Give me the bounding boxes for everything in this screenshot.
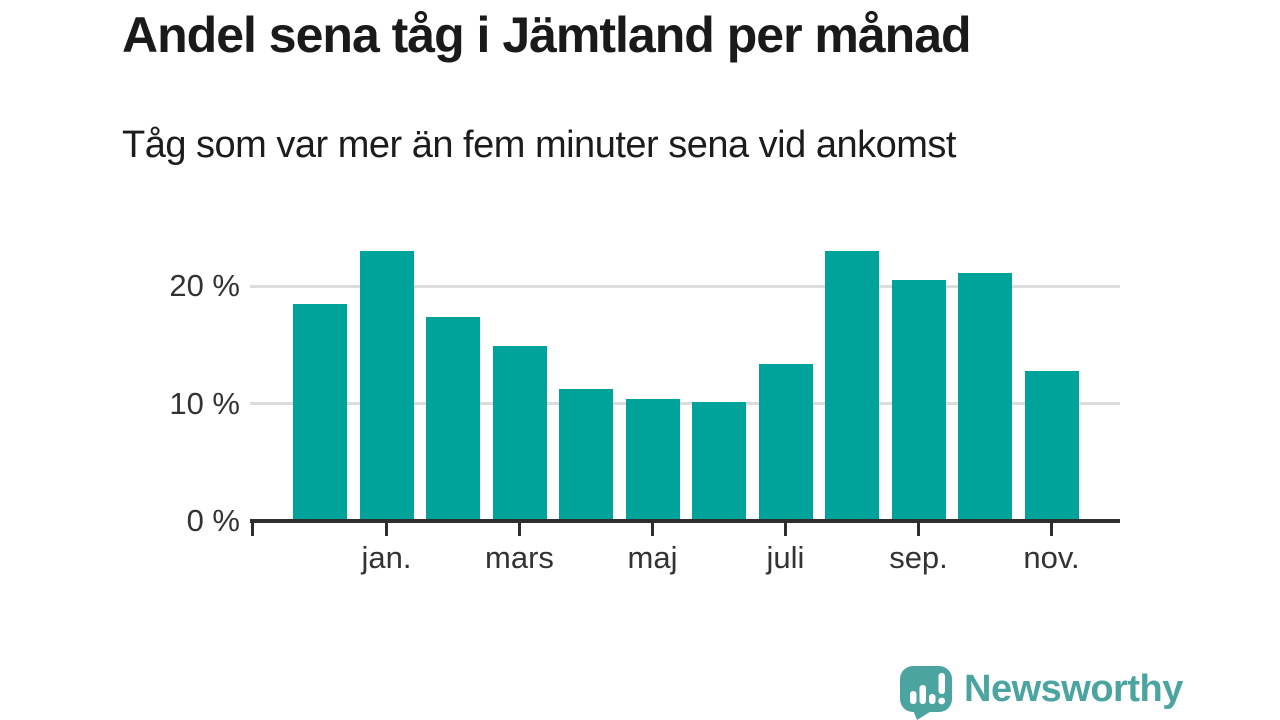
axis-tick [651, 523, 654, 536]
y-tick-label: 0 % [186, 503, 240, 538]
bar-maj [625, 398, 680, 521]
axis-tick [784, 523, 787, 536]
x-tick-label: juli [766, 540, 805, 575]
chart-title: Andel sena tåg i Jämtland per månad [122, 7, 972, 63]
newsworthy-logo: Newsworthy [897, 664, 1183, 720]
x-tick-label: sep. [889, 540, 948, 575]
bar-sep. [891, 280, 946, 521]
x-tick-label: mars [485, 540, 554, 575]
newsworthy-logo-text: Newsworthy [964, 667, 1183, 710]
bar-nov. [1024, 370, 1079, 521]
axis-tick [518, 523, 521, 536]
bar-okt. [958, 273, 1012, 521]
gridline [250, 402, 1120, 405]
bar-juni [692, 402, 746, 521]
bar-mars [492, 345, 547, 521]
gridline [250, 284, 1120, 288]
bar-jan. [359, 250, 414, 521]
bar-apr. [559, 389, 613, 521]
x-axis [250, 519, 1120, 523]
x-tick-label: maj [627, 540, 678, 575]
bar-feb. [426, 316, 480, 521]
bar-aug. [825, 250, 879, 521]
axis-tick [1050, 523, 1053, 536]
bar-juli [758, 363, 813, 521]
y-tick-label: 20 % [169, 268, 240, 303]
newsworthy-logo-icon [900, 666, 952, 720]
x-tick-label: nov. [1023, 540, 1080, 575]
axis-origin-tick [251, 523, 254, 536]
chart-subtitle: Tåg som var mer än fem minuter sena vid … [122, 124, 956, 166]
x-tick-label: jan. [361, 540, 412, 575]
bar-dec. [293, 303, 347, 521]
y-tick-label: 10 % [169, 385, 240, 421]
axis-tick [917, 523, 920, 536]
axis-tick [385, 523, 388, 536]
